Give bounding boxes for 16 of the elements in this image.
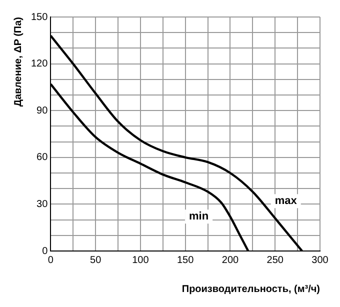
y-tick-label: 0	[42, 246, 48, 257]
y-tick-label: 150	[30, 12, 48, 23]
annotation: min	[189, 210, 209, 223]
x-tick-label: 100	[132, 254, 150, 266]
x-tick-label: 250	[266, 254, 284, 266]
x-axis-title: Производительность, (м³/ч)	[182, 284, 320, 295]
y-tick-label: 60	[36, 152, 48, 164]
y-tick-label: 90	[36, 105, 48, 116]
x-tick-label: 300	[312, 254, 329, 266]
x-tick-label: 150	[177, 254, 194, 266]
y-axis-title: Давление, ΔP (Па)	[12, 17, 24, 107]
y-tick-label: 120	[30, 58, 48, 70]
annotation: max	[274, 195, 298, 208]
x-tick-label: 50	[90, 254, 102, 266]
y-tick-label: 30	[36, 198, 48, 210]
x-tick-label: 200	[222, 254, 240, 266]
